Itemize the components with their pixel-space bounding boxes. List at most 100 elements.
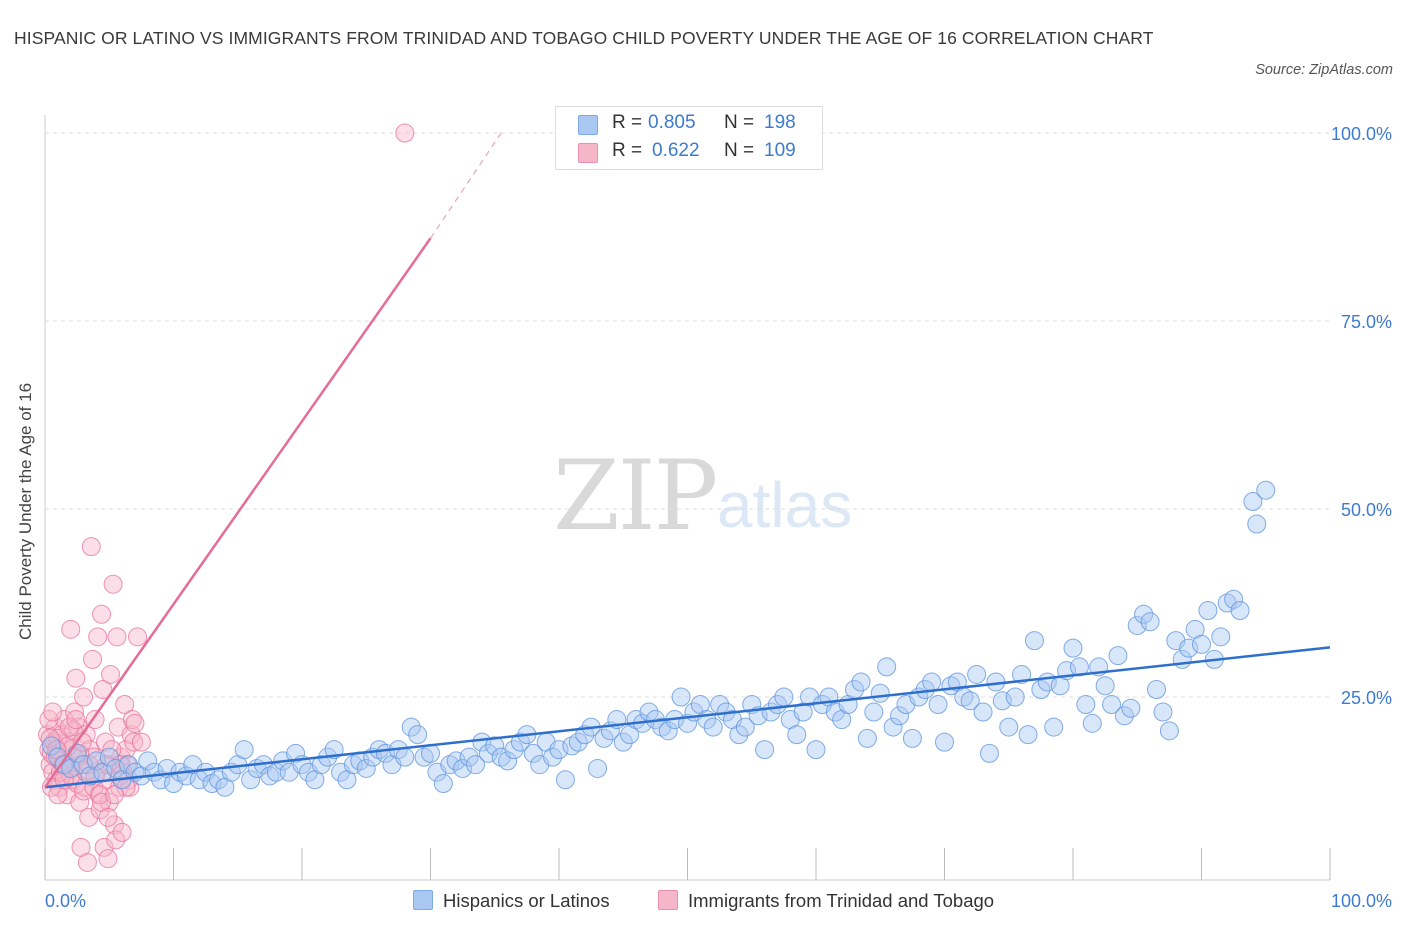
legend-swatch-blue [413, 890, 433, 910]
legend-r-value: 0.622 [652, 140, 700, 161]
data-point-hispanic [54, 755, 74, 775]
data-point-trinidad [395, 123, 415, 143]
data-point-hispanic [1005, 687, 1025, 707]
y-tick-label: 75.0% [1341, 312, 1392, 332]
data-point-hispanic [555, 770, 575, 790]
data-point-hispanic [1127, 616, 1147, 636]
data-point-hispanic [241, 770, 261, 790]
data-point-hispanic [883, 717, 903, 737]
data-point-hispanic [1134, 604, 1154, 624]
data-point-hispanic [41, 736, 61, 756]
data-point-trinidad [104, 815, 124, 835]
data-point-hispanic [1147, 679, 1167, 699]
legend-n-label: N = [724, 112, 755, 133]
trend-lines [43, 132, 1331, 789]
legend-item-hispanics[interactable]: Hispanics or Latinos [413, 890, 610, 912]
data-point-trinidad [92, 604, 112, 624]
data-point-hispanic [202, 773, 222, 793]
legend-label-trinidad: Immigrants from Trinidad and Tobago [688, 890, 995, 911]
data-point-hispanic [857, 728, 877, 748]
legend-item-trinidad[interactable]: Immigrants from Trinidad and Tobago [658, 890, 994, 912]
data-point-trinidad [79, 807, 99, 827]
data-point-hispanic [1018, 725, 1038, 745]
data-point-hispanic [1211, 627, 1231, 647]
data-point-hispanic [1179, 638, 1199, 658]
watermark-atlas: atlas [717, 469, 853, 541]
data-point-trinidad [90, 785, 110, 805]
data-point-hispanic [1031, 679, 1051, 699]
data-point-hispanic [1224, 589, 1244, 609]
data-point-hispanic [1012, 664, 1032, 684]
data-point-hispanic [1082, 713, 1102, 733]
data-point-hispanic [478, 743, 498, 763]
data-point-hispanic [543, 747, 563, 767]
data-point-hispanic [549, 740, 569, 760]
data-point-hispanic [774, 687, 794, 707]
data-point-hispanic [472, 732, 492, 752]
data-point-hispanic [446, 751, 466, 771]
data-point-trinidad [102, 740, 122, 760]
data-point-trinidad [115, 695, 135, 715]
data-point-hispanic [735, 717, 755, 737]
data-point-hispanic [453, 758, 473, 778]
data-point-hispanic [960, 691, 980, 711]
data-point-trinidad [95, 732, 115, 752]
data-point-hispanic [1044, 717, 1064, 737]
data-point-hispanic [138, 751, 158, 771]
trend-line-hispanics [44, 646, 1331, 789]
data-point-hispanic [504, 740, 524, 760]
data-point-trinidad [88, 627, 108, 647]
data-point-hispanic [973, 702, 993, 722]
data-point-trinidad [104, 785, 124, 805]
data-point-hispanic [806, 740, 826, 760]
data-point-hispanic [414, 747, 434, 767]
trend-line-trinidad [43, 237, 432, 788]
source-label: Source: ZipAtlas.com [1255, 62, 1393, 78]
data-point-hispanic [1256, 480, 1276, 500]
data-point-trinidad [74, 687, 94, 707]
data-point-hispanic [568, 732, 588, 752]
data-point-hispanic [928, 695, 948, 715]
data-point-trinidad [101, 664, 121, 684]
chart-title: HISPANIC OR LATINO VS IMMIGRANTS FROM TR… [14, 28, 1154, 48]
data-point-hispanic [999, 717, 1019, 737]
data-point-hispanic [1153, 702, 1173, 722]
data-point-hispanic [877, 657, 897, 677]
data-point-hispanic [356, 758, 376, 778]
data-point-hispanic [1114, 706, 1134, 726]
x-tick-label: 100.0% [1331, 891, 1392, 911]
data-point-hispanic [1247, 514, 1267, 534]
data-point-trinidad [128, 627, 148, 647]
data-point-hispanic [1095, 676, 1115, 696]
y-tick-label: 100.0% [1331, 124, 1392, 144]
data-point-hispanic [1063, 638, 1083, 658]
x-tick-label: 0.0% [45, 891, 86, 911]
data-point-trinidad [121, 725, 141, 745]
tick-labels: 25.0% 50.0% 75.0% 100.0% 0.0% 100.0% [45, 124, 1392, 911]
data-point-trinidad [59, 717, 79, 737]
data-point-hispanic [465, 755, 485, 775]
data-point-hispanic [658, 721, 678, 741]
data-point-hispanic [851, 672, 871, 692]
data-point-hispanic [671, 687, 691, 707]
data-point-hispanic [1140, 612, 1160, 632]
data-point-hispanic [1159, 721, 1179, 741]
data-point-trinidad [98, 849, 118, 869]
data-point-trinidad [77, 852, 97, 872]
data-point-hispanic [401, 717, 421, 737]
legend-n-value: 109 [764, 140, 796, 161]
data-point-hispanic [99, 747, 119, 767]
data-point-hispanic [408, 725, 428, 745]
y-tick-label: 50.0% [1341, 500, 1392, 520]
data-point-trinidad [124, 732, 144, 752]
data-point-trinidad [107, 627, 127, 647]
data-point-hispanic [395, 747, 415, 767]
data-point-hispanic [1069, 657, 1089, 677]
data-point-hispanic [485, 736, 505, 756]
data-point-hispanic [106, 758, 126, 778]
data-point-hispanic [1076, 695, 1096, 715]
legend-swatch-blue [578, 115, 598, 135]
data-point-trinidad [112, 822, 132, 842]
data-point-hispanic [922, 672, 942, 692]
